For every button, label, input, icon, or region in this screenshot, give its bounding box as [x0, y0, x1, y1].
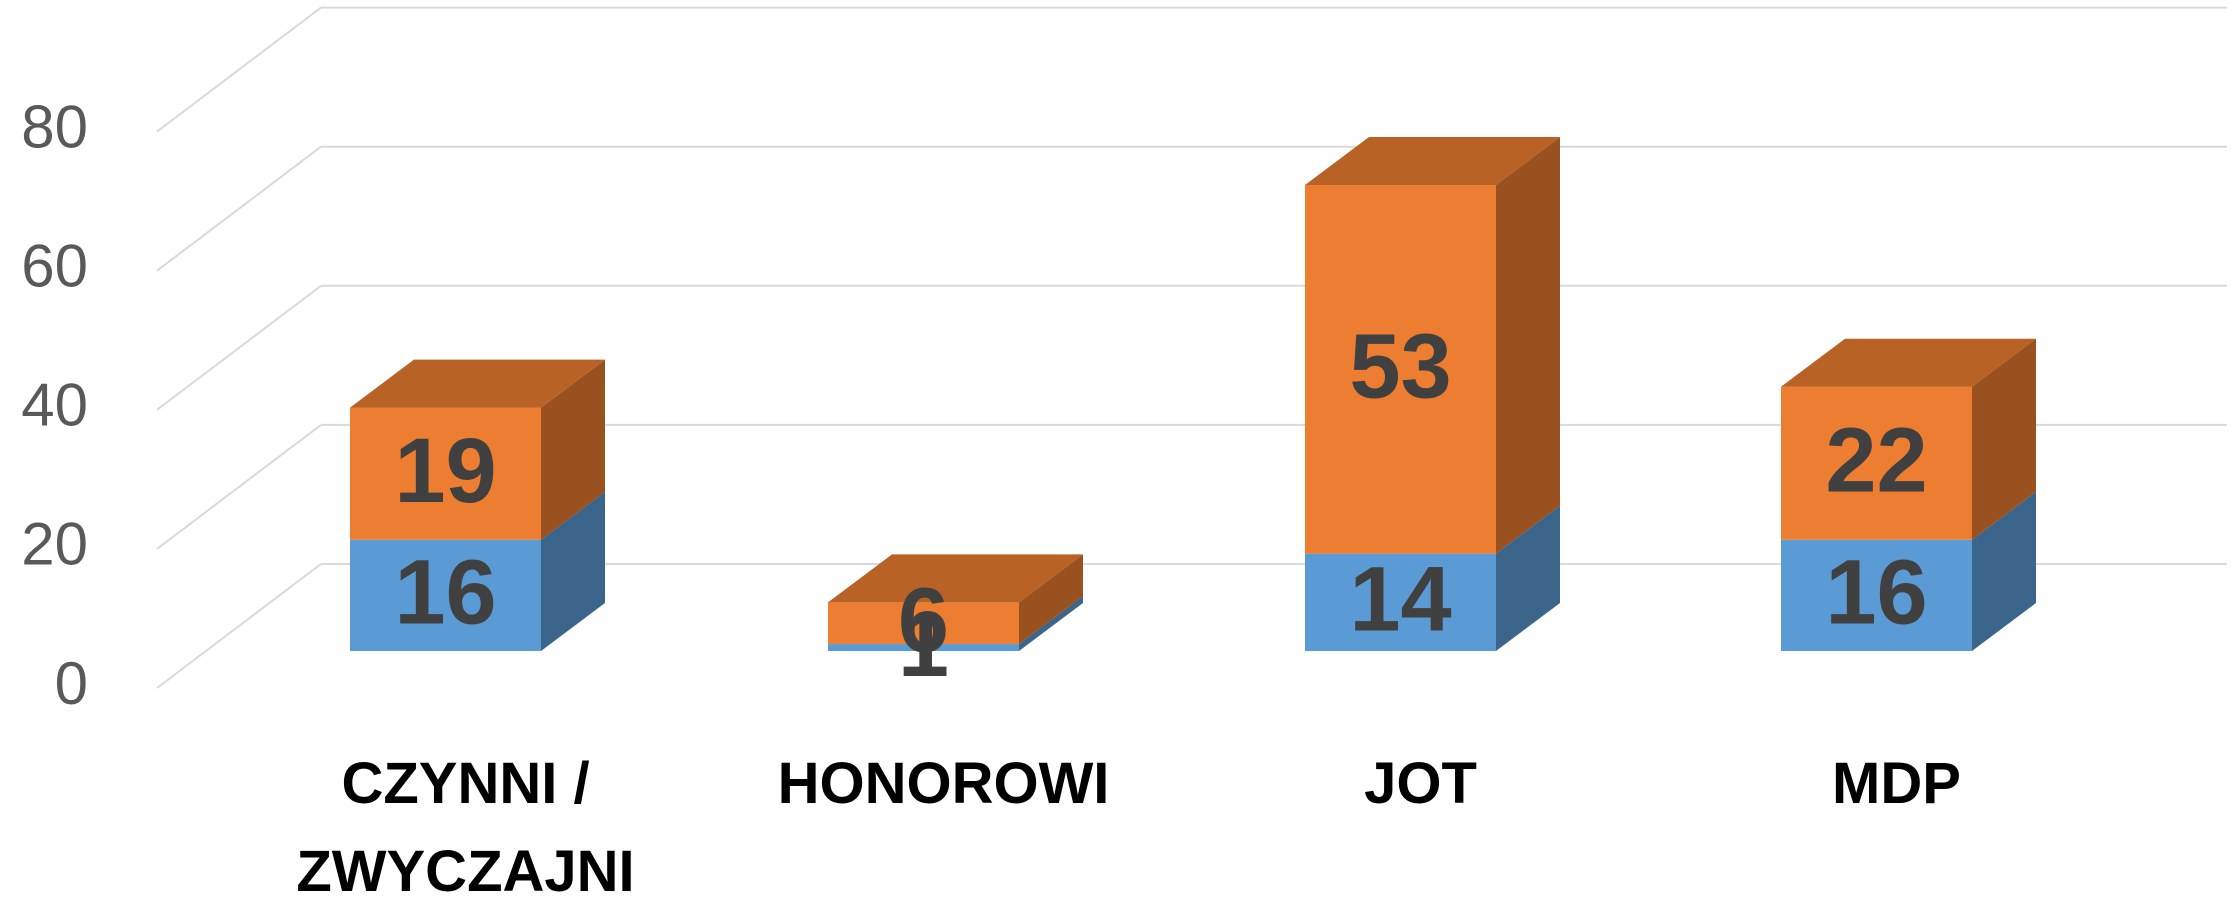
- grid-line: [156, 563, 322, 689]
- x-tick-label: HONOROWI: [777, 751, 1110, 816]
- bar-side: [1496, 505, 1560, 651]
- bar-side: [1496, 137, 1560, 554]
- bar-side: [1019, 596, 1083, 651]
- data-label: 16: [394, 542, 496, 644]
- bar-segment: [1781, 539, 1972, 651]
- bar-top: [828, 554, 1083, 603]
- bar-segment: [828, 644, 1019, 651]
- bar-segment: [1781, 386, 1972, 540]
- bar-segment: [828, 602, 1019, 645]
- data-label: 1: [898, 594, 949, 696]
- grid-line: [156, 145, 322, 272]
- data-label: 14: [1349, 549, 1451, 651]
- data-label: 6: [898, 569, 949, 671]
- data-label: 16: [1825, 542, 1927, 644]
- y-tick-label: 40: [21, 372, 88, 439]
- x-tick-label: MDP: [1832, 751, 1961, 816]
- bar-top: [350, 359, 605, 408]
- bar-segment: [1305, 185, 1496, 554]
- x-tick-label: CZYNNI / ZWYCZAJNI: [296, 751, 635, 904]
- bar-side: [1972, 491, 2036, 651]
- bar-top: [1305, 137, 1560, 186]
- bar-side: [541, 359, 605, 540]
- bar-segment: [1305, 553, 1496, 651]
- bar-segment: [350, 407, 541, 540]
- grid-line: [156, 6, 322, 133]
- y-tick-label: 0: [55, 650, 88, 717]
- x-tick-label: JOT: [1364, 751, 1477, 816]
- data-label: 22: [1825, 410, 1927, 512]
- bar-side: [1019, 554, 1083, 645]
- grid-line: [156, 424, 322, 550]
- data-label: 53: [1349, 316, 1451, 418]
- data-label: 19: [394, 420, 496, 522]
- grid-line: [156, 285, 322, 411]
- y-tick-label: 60: [21, 233, 88, 300]
- y-tick-label: 80: [21, 93, 88, 160]
- bar-side: [1972, 338, 2036, 540]
- bar-top: [1781, 338, 2036, 387]
- y-tick-label: 20: [21, 511, 88, 578]
- bar-segment: [350, 539, 541, 651]
- bar-side: [541, 491, 605, 651]
